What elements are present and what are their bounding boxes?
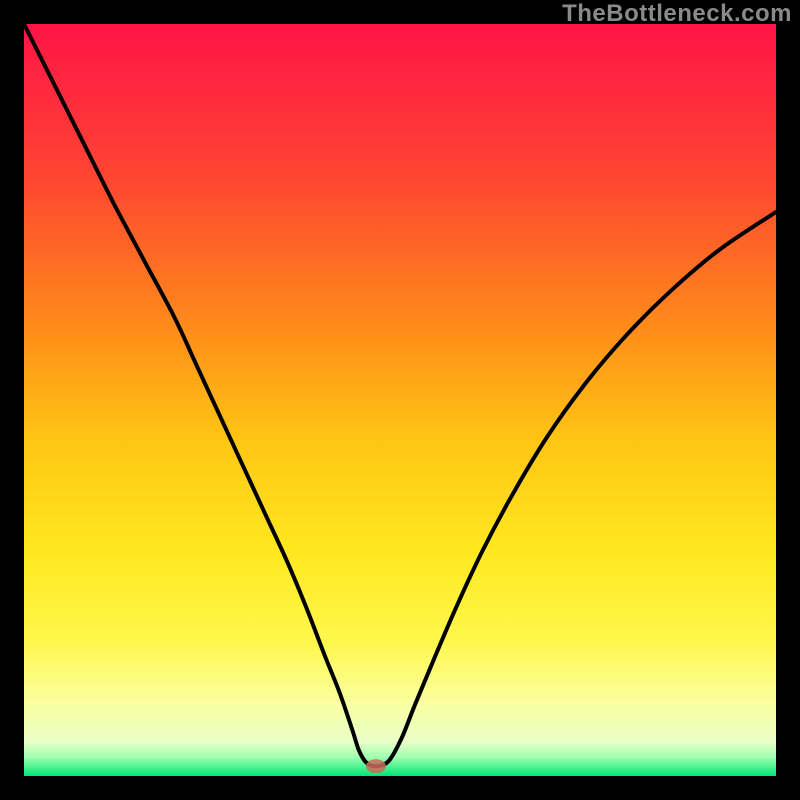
chart-heat-background (24, 24, 776, 776)
chart-svg (0, 0, 800, 800)
watermark-text: TheBottleneck.com (562, 0, 792, 28)
optimal-point-marker (366, 759, 386, 773)
chart-container: TheBottleneck.com (0, 0, 800, 800)
